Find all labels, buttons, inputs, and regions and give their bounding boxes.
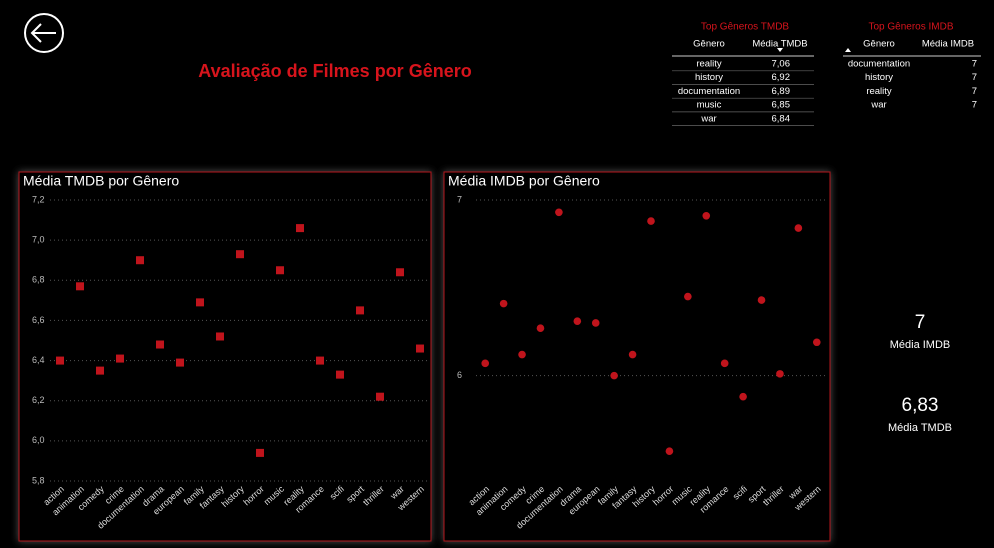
point xyxy=(236,250,244,259)
point xyxy=(176,358,184,367)
point xyxy=(757,296,766,304)
table-cell: 7 xyxy=(972,100,977,111)
table-title: Top Gêneros IMDB xyxy=(868,22,953,33)
table-cell: 7 xyxy=(972,86,977,97)
point xyxy=(794,224,803,232)
point xyxy=(812,338,821,347)
point xyxy=(536,324,545,333)
back-button[interactable] xyxy=(24,13,64,53)
page-title: Avaliação de Filmes por Gênero xyxy=(198,61,471,81)
table-cell: documentation xyxy=(678,86,740,97)
table-cell: reality xyxy=(696,59,722,70)
point xyxy=(665,447,674,455)
table-cell: 7,06 xyxy=(772,59,791,70)
point xyxy=(96,366,104,375)
y-tick-label: 6,8 xyxy=(32,275,45,285)
chart-title: Média IMDB por Gênero xyxy=(448,173,600,189)
kpi-value: 7 xyxy=(915,312,926,333)
table-cell: war xyxy=(700,113,716,124)
table-cell: 6,85 xyxy=(772,100,791,111)
point xyxy=(739,392,747,401)
point xyxy=(356,306,364,315)
column-header: Média TMDB xyxy=(752,39,807,50)
table-cell: documentation xyxy=(848,59,910,70)
point xyxy=(499,299,508,308)
table-cell: 6,89 xyxy=(772,86,791,97)
point xyxy=(776,370,784,378)
point xyxy=(647,217,655,225)
point xyxy=(481,359,490,368)
kpi-label: Média TMDB xyxy=(888,422,952,434)
point xyxy=(376,392,384,401)
point xyxy=(56,356,64,365)
column-header: Gênero xyxy=(863,39,895,50)
sort-icon xyxy=(845,48,851,52)
chart-title: Média TMDB por Gênero xyxy=(23,173,179,189)
point xyxy=(76,282,84,291)
table-cell: reality xyxy=(866,86,892,97)
point xyxy=(518,350,526,359)
table-cell: 6,92 xyxy=(772,72,791,83)
table-cell: history xyxy=(695,72,723,83)
table-title: Top Gêneros TMDB xyxy=(701,22,790,33)
point xyxy=(316,356,324,365)
point xyxy=(628,350,637,359)
point xyxy=(684,292,692,301)
y-tick-label: 6,6 xyxy=(32,315,45,325)
table-cell: 7 xyxy=(972,59,977,70)
table-cell: history xyxy=(865,72,893,83)
point xyxy=(702,212,711,220)
point xyxy=(591,319,600,327)
table-cell: war xyxy=(870,100,886,111)
y-tick-label: 6,2 xyxy=(32,395,45,405)
y-tick-label: 6 xyxy=(457,370,462,380)
point xyxy=(256,448,264,457)
y-tick-label: 6,0 xyxy=(32,435,45,445)
point xyxy=(720,359,729,368)
y-tick-label: 7 xyxy=(457,194,462,204)
kpi-value: 6,83 xyxy=(902,395,939,416)
point xyxy=(416,344,424,353)
point xyxy=(216,332,224,341)
point xyxy=(196,298,204,307)
sort-icon xyxy=(777,48,783,52)
point xyxy=(136,256,144,265)
point xyxy=(116,354,124,363)
kpi-label: Média IMDB xyxy=(890,339,951,351)
point xyxy=(396,268,404,277)
point xyxy=(555,208,563,217)
y-tick-label: 7,2 xyxy=(32,194,45,204)
column-header: Gênero xyxy=(693,39,725,50)
table-cell: 7 xyxy=(972,72,977,83)
point xyxy=(276,266,284,275)
y-tick-label: 5,8 xyxy=(32,475,45,485)
y-tick-label: 6,4 xyxy=(32,355,45,365)
point xyxy=(336,370,344,379)
y-tick-label: 7,0 xyxy=(32,235,45,245)
point xyxy=(610,371,618,380)
panel xyxy=(443,171,831,542)
table-cell: 6,84 xyxy=(772,113,791,124)
point xyxy=(573,317,582,325)
panel xyxy=(18,171,432,542)
column-header: Média IMDB xyxy=(922,39,974,50)
table-cell: music xyxy=(697,100,722,111)
point xyxy=(156,340,164,349)
point xyxy=(296,224,304,233)
